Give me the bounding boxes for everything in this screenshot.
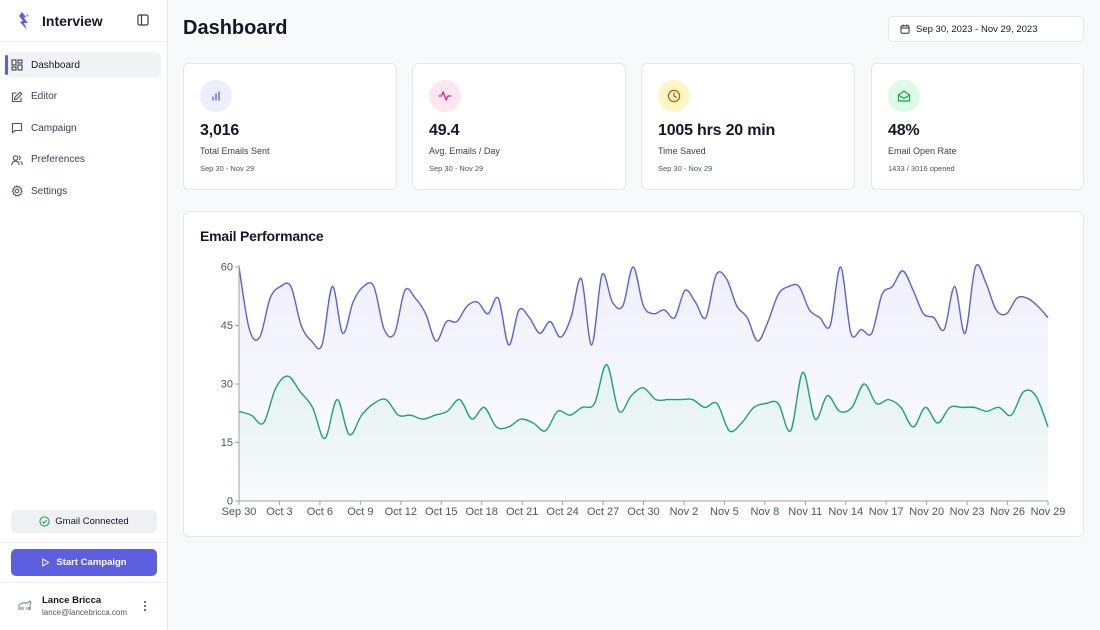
x-tick-label: Oct 9	[347, 506, 373, 518]
gmail-status-badge: Gmail Connected	[11, 510, 157, 533]
y-tick-label: 45	[221, 320, 233, 332]
clock-icon	[667, 89, 681, 103]
app-name: Interview	[42, 12, 103, 29]
x-tick-label: Nov 5	[710, 506, 739, 518]
activity-icon	[438, 91, 452, 101]
series-line	[238, 264, 1049, 350]
chart-title: Email Performance	[200, 228, 324, 244]
stat-label: Email Open Rate	[888, 146, 957, 156]
y-tick-label: 15	[221, 437, 233, 449]
divider	[0, 542, 167, 543]
sidebar-item-dashboard[interactable]: Dashboard	[5, 52, 161, 78]
stat-subtext: 1433 / 3016 opened	[888, 164, 955, 173]
stat-value: 49.4	[429, 122, 460, 139]
date-range-picker[interactable]: Sep 30, 2023 - Nov 29, 2023	[888, 16, 1084, 42]
users-icon	[11, 154, 23, 165]
user-profile[interactable]: Lance Bricca lance@lancebricca.com	[17, 592, 157, 620]
y-tick-label: 0	[227, 496, 233, 508]
x-tick-label: Nov 26	[990, 506, 1025, 518]
stat-card-time-saved: 1005 hrs 20 min Time Saved Sep 30 - Nov …	[641, 63, 855, 190]
stat-label: Avg. Emails / Day	[429, 146, 500, 156]
gear-icon	[11, 185, 23, 197]
stat-label: Total Emails Sent	[200, 146, 270, 156]
mail-open-icon	[897, 90, 911, 102]
stat-subtext: Sep 30 - Nov 29	[200, 164, 255, 173]
x-tick-label: Nov 17	[869, 506, 904, 518]
sidebar-item-settings[interactable]: Settings	[6, 178, 161, 204]
x-tick-label: Oct 15	[425, 506, 457, 518]
y-tick-label: 30	[221, 379, 233, 391]
user-info: Lance Bricca lance@lancebricca.com	[42, 595, 127, 618]
user-name: Lance Bricca	[42, 594, 102, 606]
sidebar-nav: Dashboard Editor Campaign Preferences	[0, 42, 167, 204]
x-tick-label: Oct 6	[307, 506, 333, 518]
sidebar-item-campaign[interactable]: Campaign	[6, 115, 161, 141]
sidebar-item-label: Preferences	[31, 154, 85, 165]
dashboard-icon	[11, 59, 23, 71]
x-tick-label: Oct 12	[385, 506, 417, 518]
x-tick-label: Nov 2	[670, 506, 699, 518]
x-tick-label: Oct 30	[627, 506, 659, 518]
calendar-icon	[900, 24, 910, 34]
sidebar-item-label: Editor	[31, 91, 58, 102]
start-campaign-label: Start Campaign	[56, 557, 127, 568]
date-range-label: Sep 30, 2023 - Nov 29, 2023	[916, 23, 1038, 35]
divider	[0, 582, 167, 583]
email-performance-chart: 0 15 30 45 60 Sep 30 Oct 3 Oct 6 Oct 9 Oct 12 Oct …	[221, 262, 1066, 519]
sidebar-item-preferences[interactable]: Preferences	[6, 147, 161, 173]
stat-label: Time Saved	[658, 146, 706, 156]
stat-subtext: Sep 30 - Nov 29	[429, 164, 484, 173]
app-logo-icon	[19, 11, 29, 30]
x-tick-label: Nov 20	[909, 506, 944, 518]
series-area	[239, 364, 1048, 501]
play-icon	[42, 558, 50, 567]
x-tick-label: Nov 11	[788, 506, 822, 518]
stat-icon-wrap	[200, 80, 232, 112]
stat-icon-wrap	[429, 80, 461, 112]
x-tick-label: Oct 18	[465, 506, 497, 518]
avatar	[18, 600, 32, 610]
stat-card-emails-sent: 3,016 Total Emails Sent Sep 30 - Nov 29	[183, 63, 397, 190]
more-vertical-icon[interactable]	[143, 600, 147, 612]
check-circle-icon	[39, 516, 50, 527]
x-tick-label: Nov 8	[750, 506, 779, 518]
sidebar-item-label: Campaign	[31, 122, 77, 134]
stat-value: 3,016	[200, 122, 240, 139]
x-tick-label: Nov 14	[828, 506, 863, 518]
x-tick-label: Nov 29	[1031, 506, 1066, 518]
page-title: Dashboard	[183, 17, 288, 39]
x-tick-label: Oct 3	[266, 506, 292, 518]
stat-value: 1005 hrs 20 min	[658, 122, 776, 139]
x-tick-label: Oct 21	[506, 506, 538, 518]
sidebar-item-editor[interactable]: Editor	[6, 84, 161, 110]
bar-chart-icon	[212, 91, 220, 101]
message-icon	[11, 122, 23, 134]
email-performance-card: Email Performance 0 15 30 45 60 Sep 30 Oct 3 Oc…	[183, 211, 1084, 537]
user-email: lance@lancebricca.com	[42, 607, 128, 617]
brand-header: Interview	[0, 0, 167, 42]
sidebar: Interview Dashboard Editor	[0, 0, 168, 630]
x-tick-label: Oct 27	[587, 506, 619, 518]
gmail-status-label: Gmail Connected	[55, 516, 129, 527]
sidebar-item-label: Dashboard	[31, 59, 80, 71]
start-campaign-button[interactable]: Start Campaign	[11, 549, 157, 576]
sidebar-toggle-icon[interactable]	[137, 14, 149, 26]
y-tick-label: 60	[221, 262, 233, 274]
stat-subtext: Sep 30 - Nov 29	[658, 164, 713, 173]
stat-card-avg-emails: 49.4 Avg. Emails / Day Sep 30 - Nov 29	[412, 63, 626, 190]
x-tick-label: Oct 24	[546, 506, 578, 518]
x-tick-label: Sep 30	[222, 506, 257, 518]
x-tick-label: Nov 23	[950, 506, 985, 518]
edit-icon	[11, 90, 23, 102]
stat-icon-wrap	[658, 80, 690, 112]
stat-icon-wrap	[888, 80, 920, 112]
stat-card-open-rate: 48% Email Open Rate 1433 / 3016 opened	[871, 63, 1084, 190]
stat-value: 48%	[888, 122, 920, 139]
series-line	[238, 363, 1049, 440]
sidebar-item-label: Settings	[31, 185, 68, 197]
